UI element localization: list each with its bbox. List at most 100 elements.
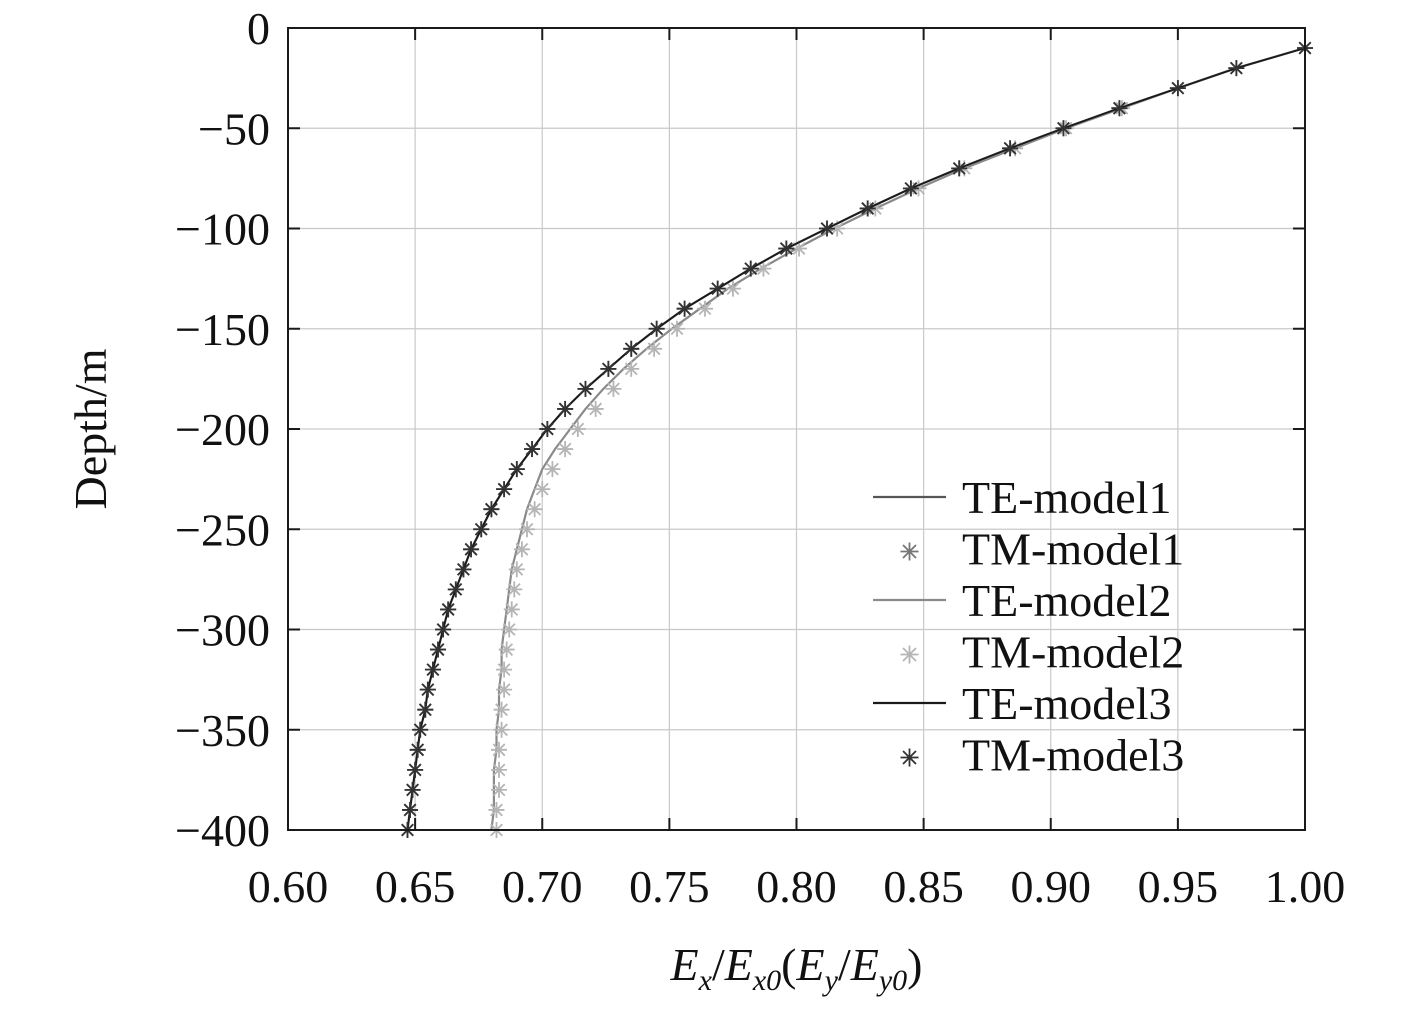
x-axis-label-part: E (670, 939, 699, 990)
x-axis-label-part: E (724, 939, 753, 990)
series-point (493, 701, 510, 718)
series-point (696, 300, 713, 317)
series-point (493, 721, 510, 738)
x-axis-label: Ex​/Ex0​(Ey​/Ey0​) (670, 939, 923, 997)
series-point (1228, 60, 1245, 77)
y-tick-label: −350 (175, 705, 270, 756)
series-point (859, 200, 876, 217)
legend-item: TE-model3 (873, 678, 1172, 729)
y-tick-label: −100 (175, 204, 270, 255)
legend-item: TE-model2 (873, 575, 1172, 626)
series-point (435, 621, 452, 638)
series-point (407, 761, 424, 778)
series-TE-model3 (406, 47, 1306, 831)
x-tick-label: 0.65 (375, 861, 456, 912)
series-point (577, 380, 594, 397)
series-point (483, 501, 500, 518)
x-axis-label-part: E (796, 939, 825, 990)
series-point (669, 320, 686, 337)
series-point (496, 681, 513, 698)
series-point (402, 801, 419, 818)
series-point (447, 581, 464, 598)
legend-marker-swatch (900, 748, 919, 767)
series-point (709, 280, 726, 297)
series-point (1055, 120, 1072, 137)
legend-item: TM-model3 (900, 730, 1184, 781)
y-tick-label: −400 (175, 805, 270, 856)
legend-item: TM-model2 (900, 627, 1184, 678)
x-tick-label: 0.90 (1011, 861, 1092, 912)
x-axis-label-part: / (712, 939, 725, 990)
series-point (1002, 140, 1019, 157)
x-tick-labels: 0.60 0.65 0.70 0.75 0.80 0.85 0.90 0.95 1.00 (248, 861, 1346, 912)
series-point (508, 461, 525, 478)
series-point (557, 400, 574, 417)
series-point (473, 521, 490, 538)
x-axis-label-part: ) (907, 939, 922, 990)
series-TE-model2 (490, 46, 1306, 831)
legend-label: TE-model1 (962, 472, 1172, 523)
x-tick-label: 0.95 (1138, 861, 1219, 912)
legend: TE-model1TM-model1TE-model2TM-model2TE-m… (873, 472, 1184, 781)
legend-marker-swatch (900, 542, 919, 561)
series-line (490, 46, 1306, 831)
series-point (491, 741, 508, 758)
series-layer (399, 40, 1313, 838)
x-tick-label: 0.85 (883, 861, 964, 912)
series-point (455, 561, 472, 578)
x-tick-label: 0.75 (629, 861, 710, 912)
series-point (496, 481, 513, 498)
series-point (587, 400, 604, 417)
x-axis-label-part: ( (781, 939, 796, 990)
legend-label: TM-model3 (962, 730, 1184, 781)
legend-marker-swatch (900, 645, 919, 664)
series-point (498, 641, 515, 658)
series-point (724, 280, 741, 297)
y-axis-label: Depth/m (65, 348, 116, 509)
series-point (503, 601, 520, 618)
legend-label: TM-model2 (962, 627, 1184, 678)
x-tick-label: 0.70 (502, 861, 583, 912)
series-point (501, 621, 518, 638)
series-point (819, 220, 836, 237)
series-point (491, 781, 508, 798)
series-point (600, 360, 617, 377)
series-point (526, 501, 543, 518)
series-point (544, 461, 561, 478)
series-point (488, 801, 505, 818)
series-point (524, 441, 541, 458)
series-point (417, 701, 434, 718)
series-point (430, 641, 447, 658)
series-TM-model2 (488, 40, 1313, 838)
series-point (623, 340, 640, 357)
series-TM-model1 (399, 40, 1313, 838)
series-TM-model3 (399, 40, 1313, 838)
x-axis-label-part: / (838, 939, 851, 990)
series-point (623, 360, 640, 377)
series-point (778, 240, 795, 257)
series-point (569, 421, 586, 437)
series-point (412, 721, 429, 738)
series-point (742, 260, 759, 277)
y-tick-label: −200 (175, 404, 270, 455)
y-tick-label: −300 (175, 605, 270, 656)
series-line (406, 47, 1306, 831)
x-axis-label-subscript: y (822, 964, 839, 997)
legend-label: TE-model3 (962, 678, 1172, 729)
legend-label: TE-model2 (962, 575, 1172, 626)
series-point (463, 541, 480, 558)
y-tick-label: −250 (175, 504, 270, 555)
series-point (648, 320, 665, 337)
series-point (902, 180, 919, 197)
series-point (518, 521, 535, 538)
y-tick-labels: 0 −50 −100 −150 −200 −250 −300 −350 −400 (175, 3, 270, 856)
series-point (404, 781, 421, 798)
series-point (605, 380, 622, 397)
series-point (424, 661, 441, 678)
series-point (440, 601, 457, 618)
series-point (496, 661, 513, 678)
series-point (513, 541, 530, 558)
x-axis-label-subscript: x (698, 964, 713, 997)
